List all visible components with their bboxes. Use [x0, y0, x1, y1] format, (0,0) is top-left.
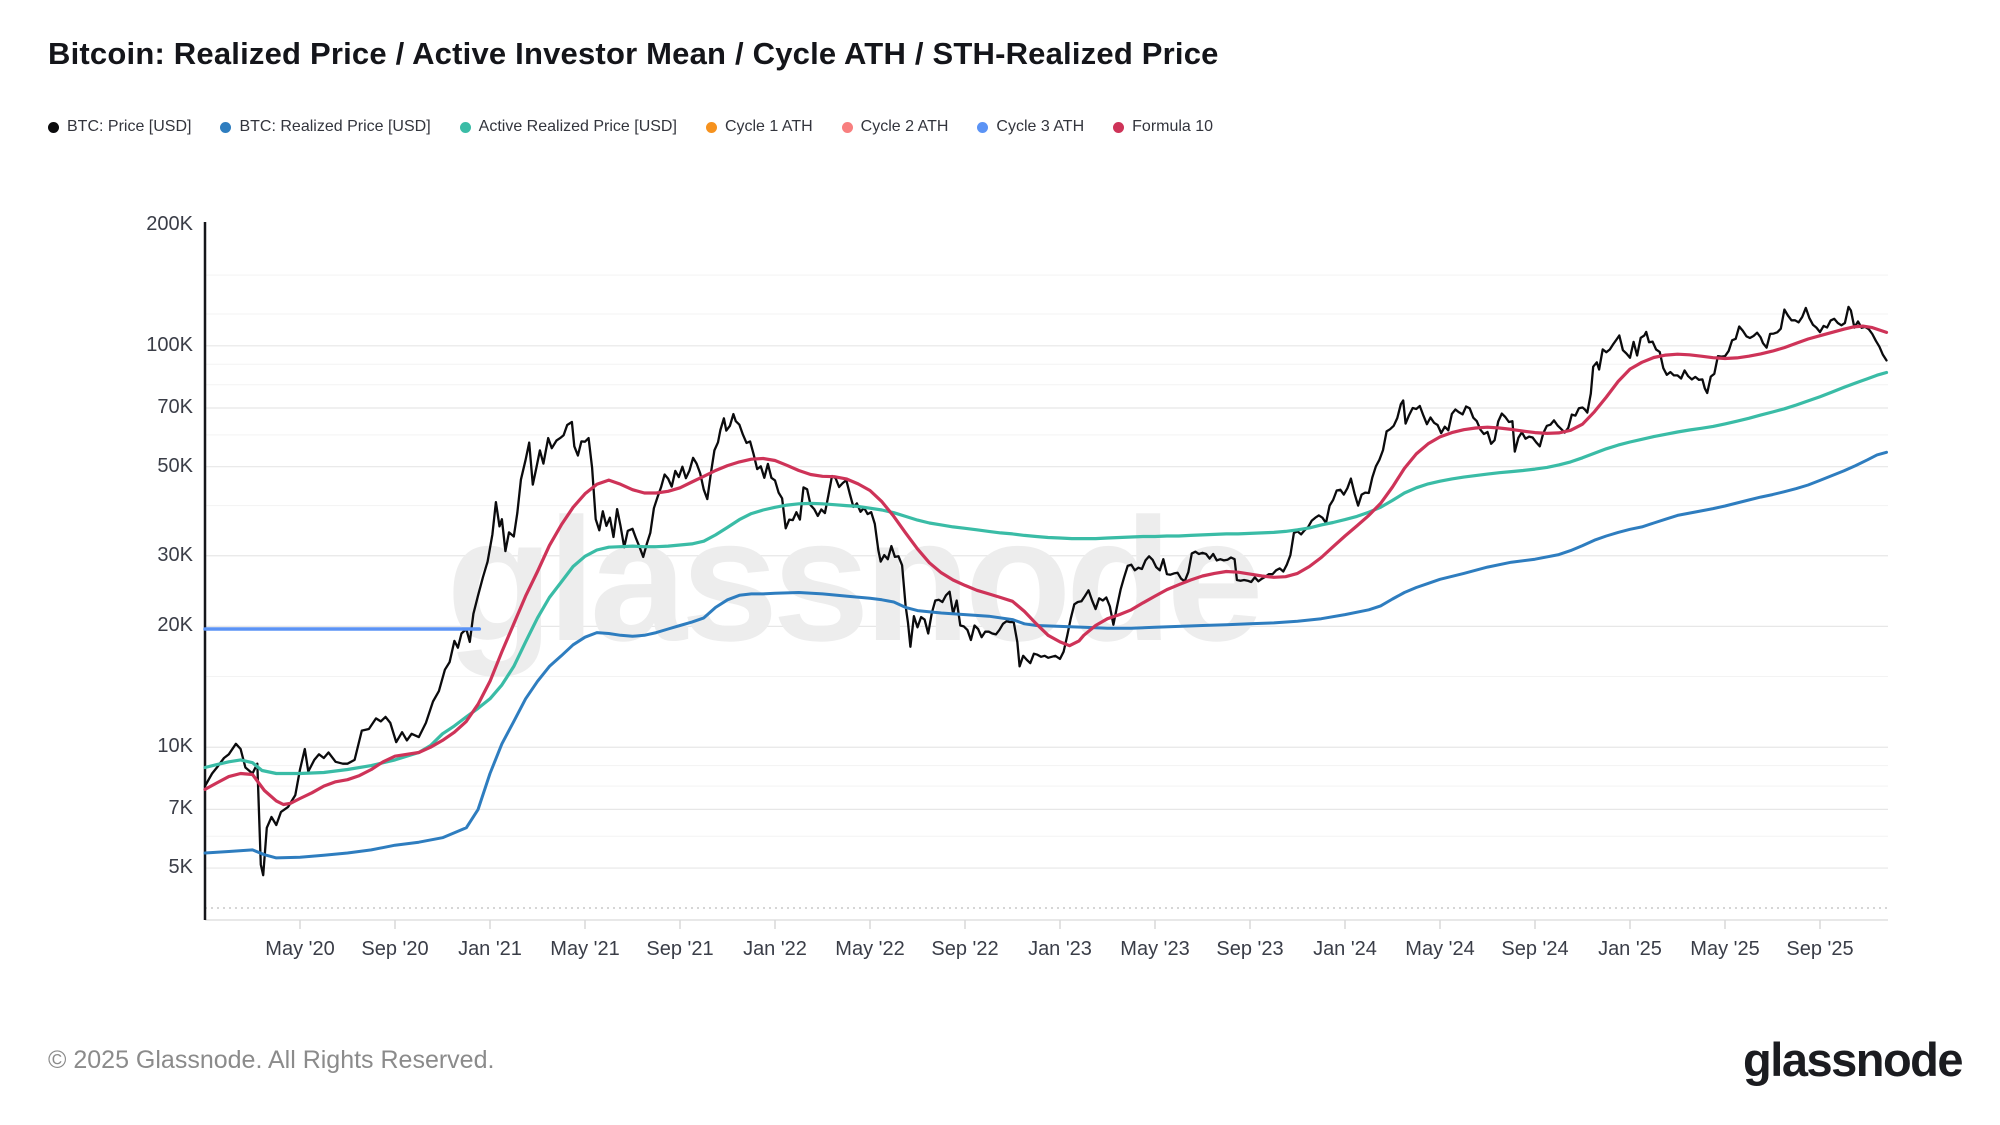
legend-item-btc-price-usd[interactable]: BTC: Price [USD] — [48, 118, 191, 136]
x-tick-label: Sep '25 — [1786, 938, 1854, 960]
x-tick-label: May '21 — [550, 938, 620, 960]
x-tick-label: Jan '22 — [743, 938, 807, 960]
chart-legend: BTC: Price [USD] BTC: Realized Price [USD… — [48, 118, 1213, 136]
y-tick-label: 30K — [157, 543, 193, 566]
y-tick-label: 10K — [157, 735, 193, 758]
page-title: Bitcoin: Realized Price / Active Investo… — [48, 36, 1219, 71]
y-tick-label: 200K — [146, 213, 193, 235]
y-tick-label: 70K — [157, 396, 193, 418]
x-tick-label: May '20 — [265, 938, 335, 960]
x-tick-label: Sep '24 — [1501, 938, 1569, 960]
legend-item-label: Cycle 2 ATH — [860, 118, 949, 135]
y-tick-label: 7K — [168, 797, 193, 820]
legend-item-label: Cycle 3 ATH — [996, 118, 1085, 135]
legend-item-btc-realized-price-usd[interactable]: BTC: Realized Price [USD] — [220, 118, 431, 136]
legend-item-label: BTC: Realized Price [USD] — [239, 118, 431, 135]
x-tick-label: Sep '21 — [646, 938, 714, 960]
legend-color-dot-icon — [1113, 121, 1125, 133]
series-line-active-realized-price-usd — [203, 370, 1889, 776]
glassnode-watermark: glassnode — [446, 483, 1258, 678]
legend-color-dot-icon — [977, 121, 989, 133]
legend-color-dot-icon — [48, 121, 59, 133]
series-line-btc-price-usd — [203, 305, 1888, 877]
copyright-text: © 2025 Glassnode. All Rights Reserved. — [48, 1046, 495, 1074]
glassnode-logo[interactable]: glassnode — [1743, 1033, 1963, 1086]
legend-item-active-realized-price-usd[interactable]: Active Realized Price [USD] — [459, 118, 677, 136]
x-tick-label: Sep '22 — [931, 938, 999, 960]
y-tick-label: 50K — [157, 454, 193, 477]
legend-color-dot-icon — [841, 121, 853, 133]
legend-item-formula-10[interactable]: Formula 10 — [1113, 118, 1213, 136]
x-tick-label: Jan '24 — [1313, 938, 1377, 960]
legend-item-cycle-2-ath[interactable]: Cycle 2 ATH — [841, 118, 949, 136]
x-tick-label: May '24 — [1405, 938, 1475, 960]
legend-item-label: BTC: Price [USD] — [67, 118, 192, 135]
x-tick-label: May '22 — [835, 938, 905, 960]
legend-item-cycle-1-ath[interactable]: Cycle 1 ATH — [705, 118, 813, 136]
x-tick-label: Jan '25 — [1598, 938, 1662, 960]
x-tick-label: Jan '21 — [458, 938, 522, 960]
legend-item-label: Active Realized Price [USD] — [478, 118, 677, 135]
y-tick-label: 20K — [157, 614, 193, 637]
legend-color-dot-icon — [220, 121, 232, 133]
legend-color-dot-icon — [705, 121, 717, 133]
y-tick-label: 100K — [146, 333, 193, 356]
x-tick-label: May '25 — [1690, 938, 1760, 960]
legend-item-label: Cycle 1 ATH — [724, 118, 813, 135]
x-tick-label: Sep '23 — [1216, 938, 1284, 960]
series-line-formula-10 — [203, 324, 1889, 807]
y-tick-label: 5K — [168, 856, 193, 879]
x-tick-label: Jan '23 — [1028, 938, 1092, 960]
x-tick-label: May '23 — [1120, 938, 1190, 960]
legend-item-label: Formula 10 — [1132, 118, 1214, 135]
series-line-btc-realized-price-usd — [203, 450, 1888, 860]
legend-item-cycle-3-ath[interactable]: Cycle 3 ATH — [977, 118, 1084, 136]
legend-color-dot-icon — [459, 121, 471, 133]
x-tick-label: Sep '20 — [361, 938, 429, 960]
